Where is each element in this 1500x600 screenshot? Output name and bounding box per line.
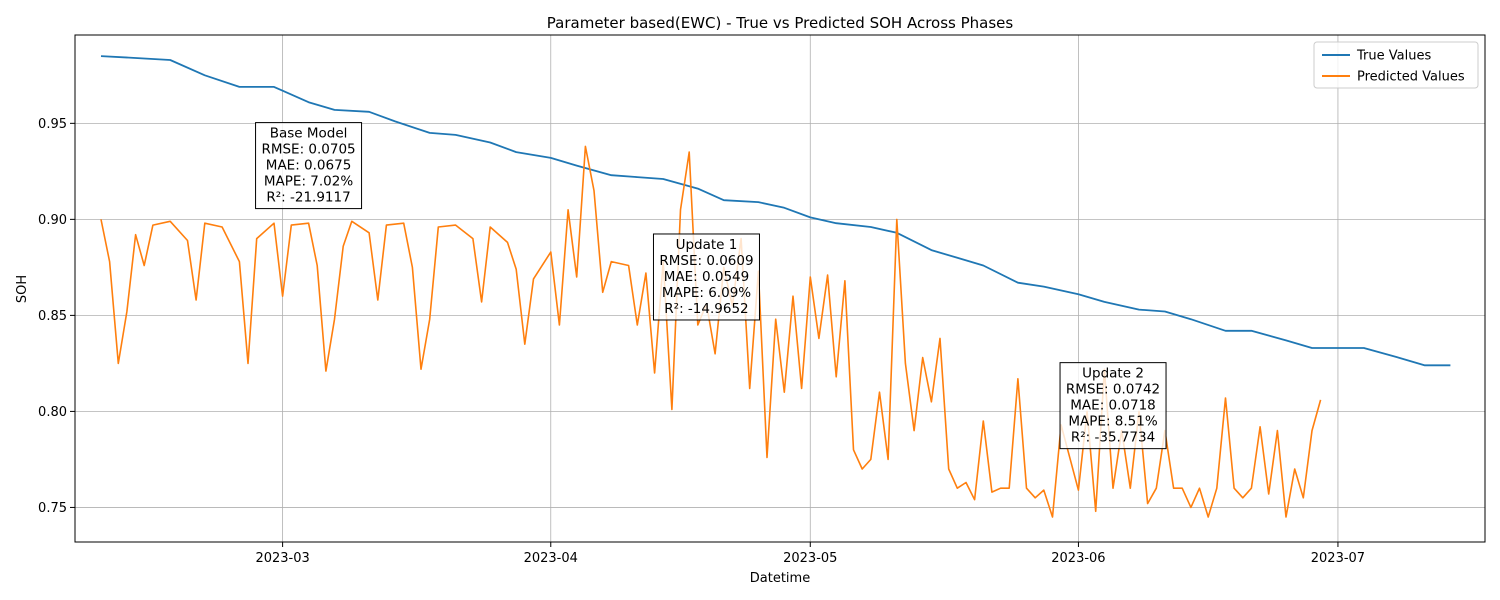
y-axis-label: SOH: [15, 275, 30, 303]
annotation-box: [1059, 362, 1167, 450]
annotation-line: MAPE: 6.09%: [662, 285, 751, 301]
annotation-box: [255, 122, 363, 210]
x-tick-label: 2023-05: [783, 551, 837, 566]
legend-box: [1313, 41, 1479, 89]
annotation-line: RMSE: 0.0742: [1066, 382, 1160, 398]
plot-frame: [74, 34, 1486, 543]
legend-entry: Predicted Values: [1357, 70, 1465, 85]
annotation-line: MAPE: 7.02%: [264, 174, 353, 190]
x-tick-label: 2023-06: [1051, 551, 1105, 566]
annotation-line: R²: -21.9117: [266, 190, 350, 206]
x-tick-label: 2023-07: [1311, 551, 1365, 566]
legend-entry: True Values: [1356, 49, 1431, 64]
x-tick-label: 2023-03: [255, 551, 309, 566]
annotation-line: Update 2: [1082, 366, 1144, 382]
legend: True Values Predicted Values: [1313, 41, 1479, 89]
annotation-line: MAE: 0.0718: [1070, 398, 1156, 414]
annotation-line: Base Model: [270, 126, 348, 142]
annotation-line: Update 1: [676, 237, 738, 253]
axis-ticks: 2023-03 2023-04 2023-05 2023-06 2023-07 0.75 0…: [38, 117, 1365, 566]
grid-lines: [75, 35, 1485, 542]
y-tick-label: 0.95: [38, 117, 67, 132]
annotation-line: MAE: 0.0549: [664, 269, 750, 285]
y-tick-label: 0.90: [38, 213, 67, 228]
annotation-line: RMSE: 0.0609: [659, 253, 753, 269]
annotation-line: R²: -14.9652: [664, 301, 748, 317]
x-tick-label: 2023-04: [524, 551, 578, 566]
annotation-line: MAPE: 8.51%: [1068, 414, 1157, 430]
x-axis-label: Datetime: [750, 571, 810, 586]
annotation-line: MAE: 0.0675: [266, 158, 352, 174]
chart-title: Parameter based(EWC) - True vs Predicted…: [547, 14, 1014, 32]
y-tick-label: 0.85: [38, 309, 67, 324]
annotation-box: [652, 233, 760, 321]
annotation-line: R²: -35.7734: [1071, 430, 1155, 446]
y-tick-label: 0.75: [38, 501, 67, 516]
y-tick-label: 0.80: [38, 405, 67, 420]
annotation-line: RMSE: 0.0705: [261, 142, 355, 158]
true-values-line: [100, 55, 1451, 367]
